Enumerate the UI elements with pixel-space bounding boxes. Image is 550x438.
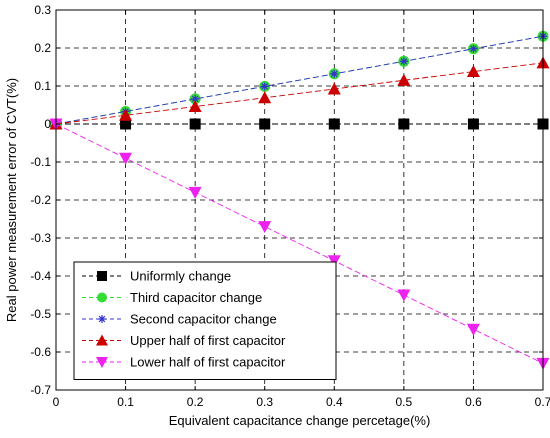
data-point	[466, 65, 480, 78]
data-point	[120, 118, 132, 130]
x-tick-label: 0.3	[256, 395, 273, 409]
data-point	[397, 289, 411, 302]
legend-item: Uniformly change	[82, 269, 231, 284]
x-tick-label: 0.7	[535, 395, 550, 409]
data-point	[258, 91, 272, 104]
data-point	[398, 118, 410, 130]
series-line	[55, 35, 544, 125]
data-point	[191, 94, 200, 103]
data-point	[466, 323, 480, 336]
y-tick-label: -0.5	[30, 307, 51, 321]
y-axis-label: Real power measurement error of CVT(%)	[4, 78, 19, 322]
x-tick-label: 0	[53, 395, 60, 409]
tick-layer: 0 0.1 0.2 0.3 0.4 0.5 0.6 0.7 0.3 0.2 0.1 0 -0.1 -0.2…	[30, 3, 550, 409]
y-tick-label: -0.6	[30, 345, 51, 359]
x-tick-label: 0.1	[117, 395, 134, 409]
data-point	[189, 118, 201, 130]
legend-label: Third capacitor change	[130, 290, 262, 305]
legend-label: Upper half of first capacitor	[130, 333, 286, 348]
legend-label: Uniformly change	[130, 269, 231, 284]
legend-marker	[96, 357, 108, 368]
x-axis-label: Equivalent capacitance change percetage(…	[169, 413, 431, 428]
data-point	[258, 221, 272, 234]
data-point	[397, 73, 411, 86]
legend-item: Lower half of first capacitor	[82, 355, 286, 370]
legend-marker	[98, 315, 106, 323]
x-tick-label: 0.4	[326, 395, 343, 409]
legend-label: Lower half of first capacitor	[130, 355, 286, 370]
data-point	[327, 82, 341, 95]
legend-item: Second capacitor change	[82, 312, 277, 327]
data-point	[119, 152, 133, 165]
data-point	[188, 186, 202, 199]
data-point	[399, 57, 408, 66]
legend-label: Second capacitor change	[130, 312, 277, 327]
data-point	[330, 69, 339, 78]
y-tick-label: 0.3	[34, 3, 51, 17]
series-line	[55, 123, 544, 364]
series-line	[55, 62, 544, 125]
legend: Uniformly change Third capacitor change Se…	[73, 261, 337, 380]
data-point	[119, 108, 133, 121]
data-point	[469, 44, 478, 53]
legend-marker	[97, 292, 107, 303]
series-layer	[49, 30, 550, 370]
data-point	[188, 100, 202, 113]
legend-marker	[97, 271, 107, 281]
y-tick-label: 0	[44, 117, 51, 131]
legend-item: Upper half of first capacitor	[82, 333, 286, 348]
data-point	[259, 118, 271, 130]
data-point	[260, 82, 269, 91]
x-tick-label: 0.2	[187, 395, 204, 409]
y-tick-label: -0.1	[30, 155, 51, 169]
legend-marker	[96, 334, 108, 346]
y-tick-label: -0.2	[30, 193, 51, 207]
legend-item: Third capacitor change	[82, 290, 262, 305]
x-tick-label: 0.6	[465, 395, 482, 409]
data-point	[328, 118, 340, 130]
legend-box	[73, 261, 337, 380]
data-point	[467, 118, 479, 130]
x-tick-label: 0.5	[396, 395, 413, 409]
y-tick-label: -0.3	[30, 231, 51, 245]
y-tick-label: 0.1	[34, 79, 51, 93]
data-point	[327, 255, 341, 268]
y-tick-label: -0.7	[30, 383, 51, 397]
y-tick-label: 0.2	[34, 41, 51, 55]
y-tick-label: -0.4	[30, 269, 51, 283]
